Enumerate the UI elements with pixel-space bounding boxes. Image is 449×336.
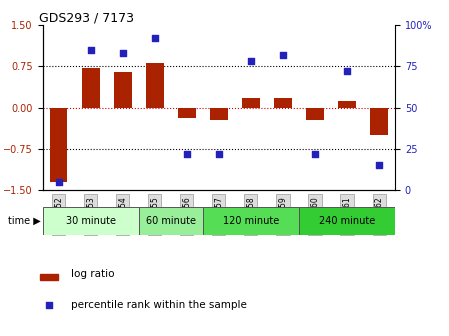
Bar — [139, 207, 203, 235]
Bar — [40, 274, 57, 280]
Point — [312, 151, 319, 156]
Bar — [203, 207, 299, 235]
Text: log ratio: log ratio — [71, 269, 115, 279]
Point — [151, 36, 158, 41]
Bar — [274, 98, 292, 108]
Point — [216, 151, 223, 156]
Point — [55, 179, 62, 184]
Point — [375, 163, 383, 168]
Point — [343, 69, 351, 74]
Bar — [299, 207, 395, 235]
Text: 30 minute: 30 minute — [66, 216, 116, 226]
Bar — [82, 68, 100, 108]
Point — [279, 52, 286, 57]
Text: 240 minute: 240 minute — [319, 216, 375, 226]
Bar — [146, 62, 163, 108]
Bar — [210, 108, 228, 120]
Text: 120 minute: 120 minute — [223, 216, 279, 226]
Text: percentile rank within the sample: percentile rank within the sample — [71, 300, 247, 310]
Bar — [370, 108, 388, 135]
Point — [247, 59, 255, 64]
Point — [87, 47, 94, 53]
Text: GDS293 / 7173: GDS293 / 7173 — [39, 11, 134, 24]
Bar — [178, 108, 196, 119]
Bar — [338, 101, 356, 108]
Bar — [43, 207, 139, 235]
Bar — [114, 72, 132, 108]
Bar — [242, 98, 260, 108]
Bar — [306, 108, 324, 120]
Point — [183, 151, 190, 156]
Point — [119, 50, 126, 56]
Text: 60 minute: 60 minute — [146, 216, 196, 226]
Text: time ▶: time ▶ — [8, 216, 40, 226]
Bar — [50, 108, 67, 182]
Point — [45, 302, 53, 308]
